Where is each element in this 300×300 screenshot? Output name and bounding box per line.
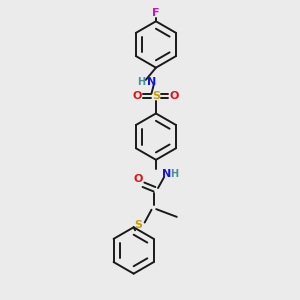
Text: O: O (133, 91, 142, 101)
Text: O: O (134, 174, 143, 184)
Text: N: N (147, 77, 156, 87)
Text: O: O (170, 91, 179, 101)
Text: F: F (152, 8, 160, 18)
Text: H: H (170, 169, 178, 179)
Text: S: S (152, 91, 160, 101)
Text: N: N (162, 169, 171, 179)
Text: S: S (134, 220, 142, 230)
Text: H: H (138, 77, 146, 87)
